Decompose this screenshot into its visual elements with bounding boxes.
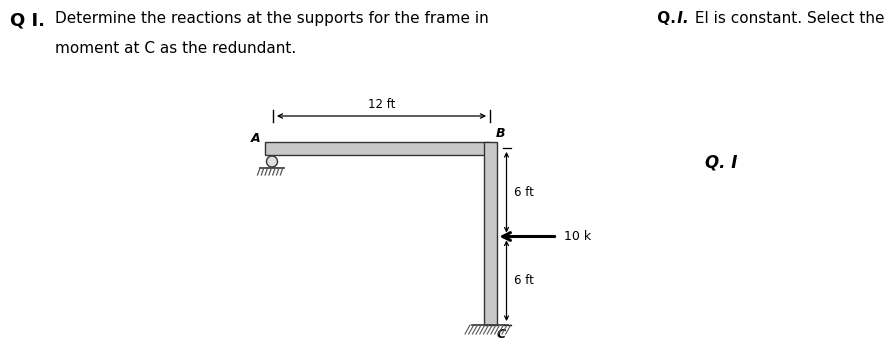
- Text: C: C: [496, 328, 506, 341]
- Text: I.: I.: [671, 11, 687, 26]
- Text: B: B: [495, 127, 505, 140]
- Text: 10 k: 10 k: [564, 230, 591, 243]
- Text: El is constant. Select the: El is constant. Select the: [689, 11, 883, 26]
- Text: Determine the reactions at the supports for the frame in: Determine the reactions at the supports …: [55, 11, 488, 26]
- Text: moment at C as the redundant.: moment at C as the redundant.: [55, 41, 296, 56]
- Text: A: A: [250, 132, 260, 145]
- Text: 6 ft: 6 ft: [514, 274, 534, 287]
- Bar: [483, 142, 496, 325]
- Text: 6 ft: 6 ft: [514, 186, 534, 199]
- Circle shape: [266, 156, 277, 167]
- Text: Q.: Q.: [651, 11, 675, 26]
- Text: Q I.: Q I.: [10, 11, 45, 29]
- Bar: [265, 142, 489, 155]
- Text: 12 ft: 12 ft: [367, 98, 395, 111]
- Text: Q. I: Q. I: [704, 154, 737, 172]
